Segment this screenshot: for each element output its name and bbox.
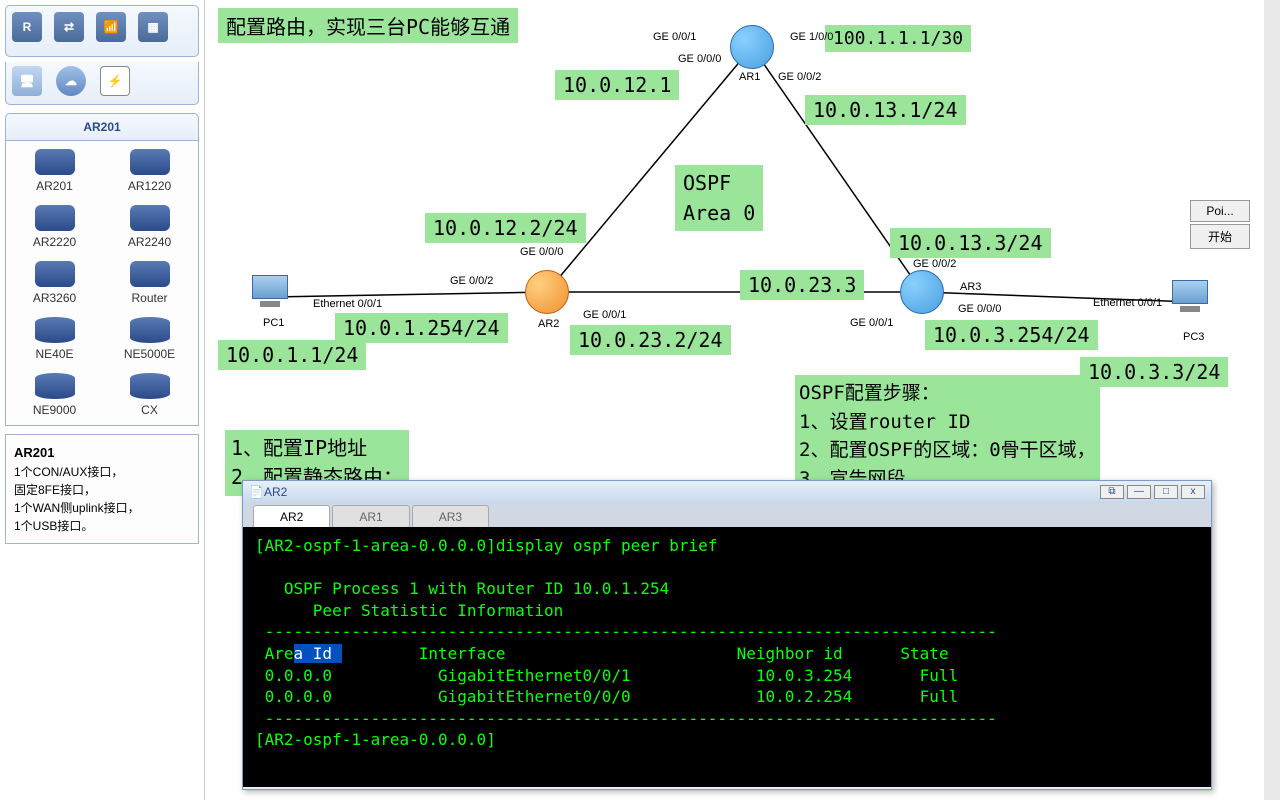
ip-label: 10.0.12.1 <box>555 70 679 100</box>
device-AR201[interactable]: AR201 <box>10 149 99 193</box>
port-label: GE 0/0/1 <box>575 306 634 324</box>
device-AR2240[interactable]: AR2240 <box>105 205 194 249</box>
ip-label: 10.0.3.3/24 <box>1080 357 1228 387</box>
port-label: PC3 <box>1175 328 1212 346</box>
port-label: GE 0/0/2 <box>770 68 829 86</box>
device-Router[interactable]: Router <box>105 261 194 305</box>
device-category-title: AR201 <box>5 113 199 141</box>
category-toolbar: R ⇄ 📶 ▦ <box>5 5 199 57</box>
port-label: GE 0/0/0 <box>950 300 1009 318</box>
restore-button[interactable]: ⧉ <box>1100 485 1124 499</box>
ip-label: 10.0.23.2/24 <box>570 325 731 355</box>
ip-label: 10.0.1.1/24 <box>218 340 366 370</box>
float-start-button[interactable]: 开始 <box>1190 224 1250 249</box>
maximize-button[interactable]: □ <box>1154 485 1178 499</box>
terminal-title: AR2 <box>264 485 287 499</box>
info-desc: 1个CON/AUX接口， 固定8FE接口， 1个WAN侧uplink接口， 1个… <box>14 465 140 533</box>
device-AR1220[interactable]: AR1220 <box>105 149 194 193</box>
port-label: AR2 <box>530 315 567 333</box>
port-label: AR1 <box>731 68 768 86</box>
ip-label: 10.0.13.3/24 <box>890 228 1051 258</box>
device-NE9000[interactable]: NE9000 <box>10 373 99 417</box>
terminal-output[interactable]: [AR2-ospf-1-area-0.0.0.0]display ospf pe… <box>243 527 1211 787</box>
steps-right: OSPF配置步骤： 1、设置router ID 2、配置OSPF的区域：0骨干区… <box>795 375 1100 497</box>
node-PC1[interactable] <box>250 275 290 311</box>
node-PC3[interactable] <box>1170 280 1210 316</box>
device-grid: AR201AR1220AR2220AR2240AR3260RouterNE40E… <box>5 141 199 426</box>
terminal-icon: 📄 <box>249 485 264 499</box>
topology-canvas[interactable]: 配置路由，实现三台PC能够互通 OSPF Area 0 1、配置IP地址 2、配… <box>210 0 1280 800</box>
ip-label: 10.0.3.254/24 <box>925 320 1098 350</box>
port-label: GE 1/0/0 <box>782 28 841 46</box>
node-AR2[interactable] <box>525 270 569 314</box>
node-AR1[interactable] <box>730 25 774 69</box>
port-label: AR3 <box>952 278 989 296</box>
ospf-area-label: OSPF Area 0 <box>675 165 763 231</box>
device-palette: R ⇄ 📶 ▦ 🖥 ☁ ⚡ AR201 AR201AR1220AR2220AR2… <box>0 0 205 800</box>
close-button[interactable]: x <box>1181 485 1205 499</box>
router-category-icon[interactable]: R <box>12 12 42 42</box>
wlan-category-icon[interactable]: 📶 <box>96 12 126 42</box>
device-AR2220[interactable]: AR2220 <box>10 205 99 249</box>
node-AR3[interactable] <box>900 270 944 314</box>
ip-label: 10.0.1.254/24 <box>335 313 508 343</box>
terminal-tab-AR2[interactable]: AR2 <box>253 505 330 527</box>
device-NE40E[interactable]: NE40E <box>10 317 99 361</box>
port-label: PC1 <box>255 314 292 332</box>
device-CX[interactable]: CX <box>105 373 194 417</box>
canvas-scrollbar[interactable] <box>1264 0 1280 800</box>
pc-category-icon[interactable]: 🖥 <box>12 66 42 96</box>
terminal-tabs: AR2AR1AR3 <box>243 503 1211 527</box>
port-label: GE 0/0/2 <box>442 272 501 290</box>
ip-label: 10.0.23.3 <box>740 270 864 300</box>
device-NE5000E[interactable]: NE5000E <box>105 317 194 361</box>
topology-title: 配置路由，实现三台PC能够互通 <box>218 8 518 43</box>
port-label: GE 0/0/1 <box>842 314 901 332</box>
port-label: GE 0/0/1 <box>645 28 704 46</box>
terminal-window[interactable]: 📄 AR2 ⧉ — □ x AR2AR1AR3 [AR2-ospf-1-area… <box>242 480 1212 790</box>
terminal-titlebar[interactable]: 📄 AR2 ⧉ — □ x <box>243 481 1211 503</box>
port-label: Ethernet 0/0/1 <box>305 295 390 313</box>
terminal-tab-AR1[interactable]: AR1 <box>332 505 409 527</box>
float-header: Poi... <box>1190 200 1250 222</box>
cloud-category-icon[interactable]: ☁ <box>56 66 86 96</box>
port-label: Ethernet 0/0/1 <box>1085 294 1170 312</box>
port-label: GE 0/0/0 <box>670 50 729 68</box>
device-info-panel: AR201 1个CON/AUX接口， 固定8FE接口， 1个WAN侧uplink… <box>5 434 199 544</box>
device-AR3260[interactable]: AR3260 <box>10 261 99 305</box>
floating-toolbox[interactable]: Poi... 开始 <box>1190 200 1250 251</box>
connection-category-icon[interactable]: ⚡ <box>100 66 130 96</box>
ip-label: 10.0.12.2/24 <box>425 213 586 243</box>
terminal-tab-AR3[interactable]: AR3 <box>412 505 489 527</box>
category-toolbar-row2: 🖥 ☁ ⚡ <box>5 62 199 105</box>
ip-label: 10.0.13.1/24 <box>805 95 966 125</box>
info-title: AR201 <box>14 445 54 460</box>
ip-label: 100.1.1.1/30 <box>825 25 971 52</box>
port-label: GE 0/0/0 <box>512 243 571 261</box>
firewall-category-icon[interactable]: ▦ <box>138 12 168 42</box>
minimize-button[interactable]: — <box>1127 485 1151 499</box>
switch-category-icon[interactable]: ⇄ <box>54 12 84 42</box>
